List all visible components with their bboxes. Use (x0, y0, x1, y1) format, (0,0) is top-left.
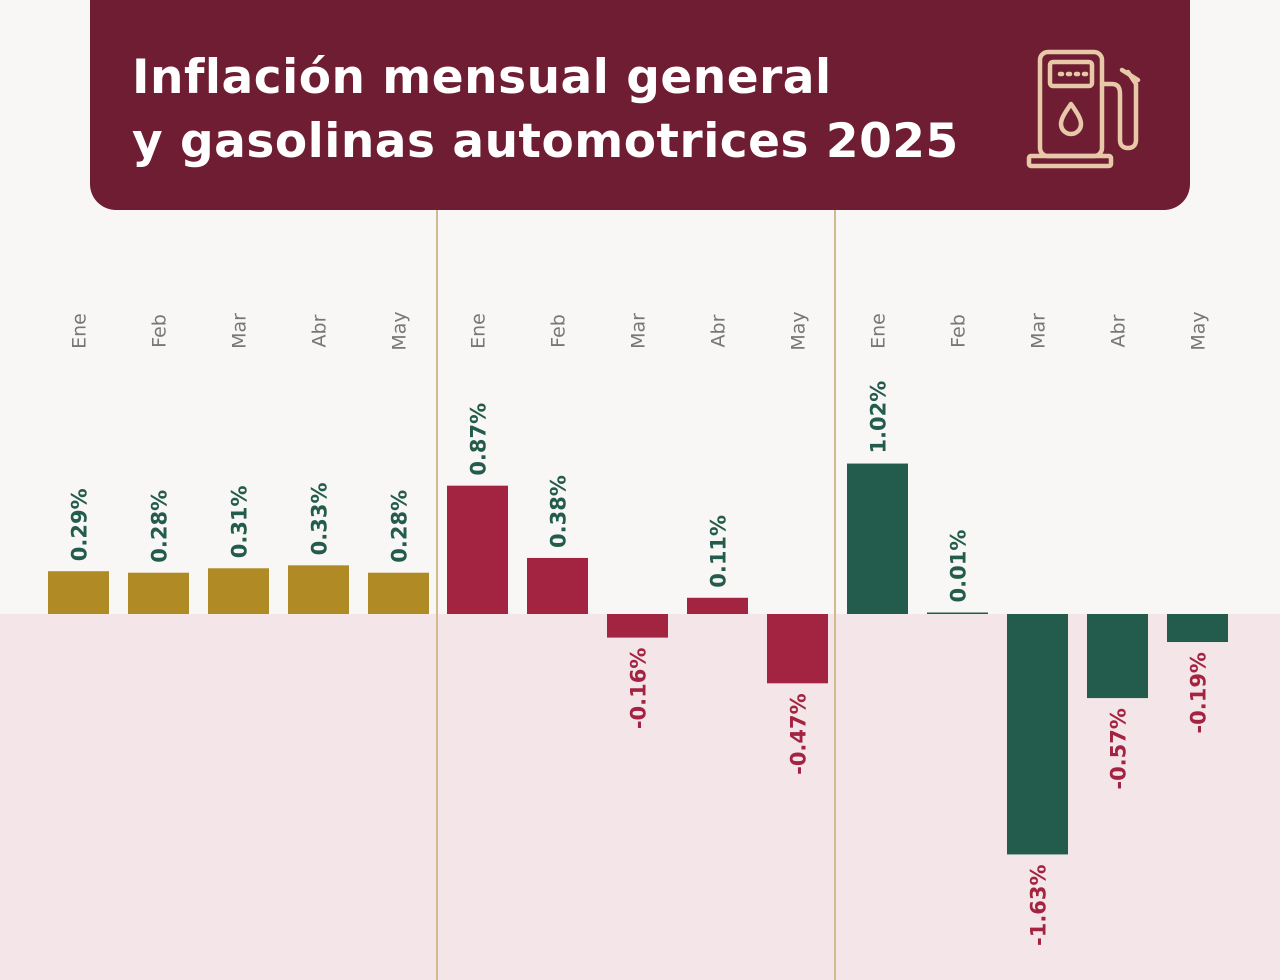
value-label-general-abr: 0.33% (308, 482, 332, 555)
bar-magna-abr (687, 597, 748, 614)
bar-premium-mar (1007, 614, 1068, 855)
title-banner: Inflación mensual general y gasolinas au… (90, 0, 1190, 210)
month-label-general-feb: Feb (149, 314, 171, 348)
month-label-general-may: May (389, 311, 411, 350)
month-label-magna-mar: Mar (628, 313, 650, 349)
month-label-general-abr: Abr (309, 314, 331, 347)
value-label-magna-may: -0.47% (787, 693, 811, 775)
value-label-premium-may: -0.19% (1187, 652, 1211, 734)
value-label-premium-mar: -1.63% (1027, 864, 1051, 946)
bar-general-may (368, 572, 429, 614)
title-line-1: Inflación mensual general (132, 50, 832, 105)
gas-pump-icon (1026, 49, 1141, 169)
value-label-magna-abr: 0.11% (707, 515, 731, 588)
bar-magna-may (767, 614, 828, 684)
month-label-magna-abr: Abr (708, 314, 730, 347)
value-label-premium-ene: 1.02% (867, 381, 891, 454)
value-label-premium-abr: -0.57% (1107, 708, 1131, 790)
bar-magna-feb (527, 557, 588, 614)
bar-general-feb (128, 572, 189, 614)
bar-premium-feb (927, 612, 988, 614)
month-label-premium-mar: Mar (1028, 313, 1050, 349)
bar-premium-may (1167, 614, 1228, 643)
month-label-general-mar: Mar (229, 313, 251, 349)
title-line-2: y gasolinas automotrices 2025 (132, 114, 959, 169)
month-label-magna-may: May (788, 311, 810, 350)
month-label-premium-ene: Ene (868, 313, 890, 349)
month-label-magna-ene: Ene (468, 313, 490, 349)
value-label-general-ene: 0.29% (68, 488, 92, 561)
bar-premium-abr (1087, 614, 1148, 699)
month-label-general-ene: Ene (69, 313, 91, 349)
chart-title: Inflación mensual general y gasolinas au… (132, 46, 959, 174)
value-label-magna-mar: -0.16% (627, 648, 651, 730)
month-label-premium-feb: Feb (948, 314, 970, 348)
bar-general-abr (288, 565, 349, 614)
bar-premium-ene (847, 463, 908, 614)
value-label-general-feb: 0.28% (148, 490, 172, 563)
month-label-premium-abr: Abr (1108, 314, 1130, 347)
value-label-general-may: 0.28% (388, 490, 412, 563)
value-label-magna-ene: 0.87% (467, 403, 491, 476)
value-label-premium-feb: 0.01% (947, 530, 971, 603)
month-label-premium-may: May (1188, 311, 1210, 350)
bar-general-ene (48, 571, 109, 614)
value-label-general-mar: 0.31% (228, 485, 252, 558)
month-label-magna-feb: Feb (548, 314, 570, 348)
value-label-magna-feb: 0.38% (547, 475, 571, 548)
bar-magna-mar (607, 614, 668, 638)
bar-magna-ene (447, 485, 508, 614)
bar-general-mar (208, 568, 269, 614)
